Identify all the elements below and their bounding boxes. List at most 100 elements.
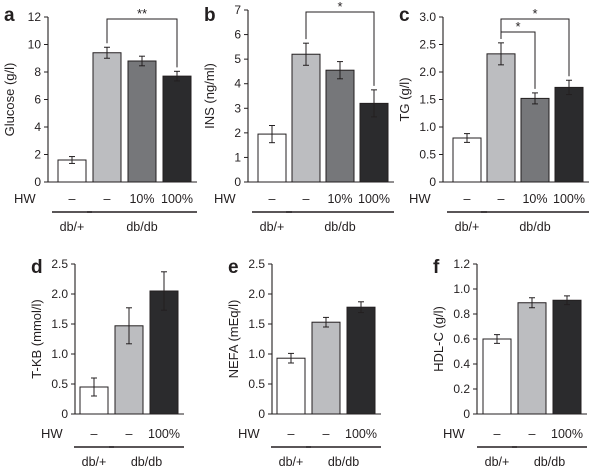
dose-label: – [464, 192, 471, 206]
y-tick-label: 12 [28, 10, 42, 24]
group-label: db/+ [60, 220, 85, 234]
y-axis-label: HDL-C (g/l) [431, 306, 446, 372]
dose-label: 100% [345, 427, 377, 441]
y-tick-label: 0 [429, 175, 436, 189]
y-tick-label: 1.0 [248, 347, 265, 361]
panel-letter: d [31, 257, 43, 278]
y-tick-label: 0 [234, 175, 241, 189]
y-tick-label: 0.5 [419, 148, 436, 162]
y-tick-label: 1.0 [419, 120, 436, 134]
group-label: db/+ [82, 455, 107, 469]
dose-label: 10% [129, 192, 154, 206]
bar [482, 338, 512, 415]
bar [276, 357, 306, 415]
y-axis-label: T-KB (mmol/l) [29, 299, 44, 378]
dose-label: 100% [358, 192, 390, 206]
dose-label: – [69, 192, 76, 206]
bar [92, 52, 122, 183]
bar [554, 86, 584, 183]
bar [149, 290, 179, 415]
y-tick-label: 10 [28, 38, 42, 52]
bar [162, 75, 192, 183]
y-tick-label: 3.0 [419, 10, 436, 24]
y-axis-label: INS (ng/ml) [202, 63, 217, 129]
bar [520, 97, 550, 183]
group-label: db/+ [279, 455, 304, 469]
y-tick-label: 0 [258, 407, 265, 421]
panel-letter: b [204, 5, 216, 26]
hw-label: HW [14, 191, 36, 206]
dose-label: 100% [553, 192, 585, 206]
y-tick-label: 0.5 [248, 377, 265, 391]
dose-label: – [288, 427, 295, 441]
bar [291, 53, 321, 183]
y-tick-label: 6 [234, 28, 241, 42]
group-label: db/db [519, 220, 550, 234]
panel-b: b 0 1 2 3 4 5 6 7 INS (ng/ml) HW – – 10% 100% db/+ db/db… [202, 0, 394, 234]
y-tick-label: 4 [34, 120, 41, 134]
dose-label: – [91, 427, 98, 441]
hw-label: HW [409, 191, 431, 206]
y-tick-label: 3 [234, 101, 241, 115]
dose-label: – [303, 192, 310, 206]
y-tick-label: 1.2 [453, 257, 470, 271]
y-tick-label: 7 [234, 3, 241, 17]
bar [486, 53, 516, 183]
group-label: db/db [324, 220, 355, 234]
y-tick-label: 4 [234, 77, 241, 91]
bar [127, 60, 157, 183]
panel-e: e 0 0.5 1.0 1.5 2.0 2.5 NEFA (mEq/l) HW – – 100% db/… [226, 257, 381, 469]
dose-label: – [529, 427, 536, 441]
bar [346, 306, 376, 415]
hw-label: HW [214, 191, 236, 206]
y-tick-label: 1.0 [453, 282, 470, 296]
significance-label: * [515, 19, 520, 34]
y-axis-label: NEFA (mEq/l) [226, 300, 241, 379]
dose-label: – [498, 192, 505, 206]
dose-label: 100% [161, 192, 193, 206]
dose-label: 100% [148, 427, 180, 441]
bar [517, 302, 547, 415]
y-tick-label: 2.5 [51, 257, 68, 271]
panel-f: f 0 0.2 0.4 0.6 0.8 1.0 1.2 HDL-C (g/l) HW – – 100% d… [431, 257, 587, 469]
bar [311, 321, 341, 415]
panel-letter: a [4, 5, 15, 26]
dose-label: 10% [327, 192, 352, 206]
y-tick-label: 2 [234, 126, 241, 140]
y-tick-label: 2 [34, 148, 41, 162]
group-label: db/+ [260, 220, 285, 234]
panel-letter: e [228, 257, 239, 278]
y-tick-label: 0 [463, 407, 470, 421]
y-tick-label: 0.8 [453, 307, 470, 321]
y-tick-label: 6 [34, 93, 41, 107]
group-label: db/+ [485, 455, 510, 469]
dose-label: – [494, 427, 501, 441]
y-tick-label: 1.5 [51, 317, 68, 331]
hw-label: HW [238, 426, 260, 441]
y-tick-label: 0.4 [453, 357, 470, 371]
group-label: db/db [534, 455, 565, 469]
group-label: db/+ [455, 220, 480, 234]
bar [325, 69, 355, 183]
y-tick-label: 2.5 [419, 38, 436, 52]
dose-label: – [104, 192, 111, 206]
y-tick-label: 1 [234, 150, 241, 164]
bar [452, 137, 482, 183]
y-tick-label: 0.6 [453, 332, 470, 346]
group-label: db/db [328, 455, 359, 469]
dose-label: 10% [522, 192, 547, 206]
y-tick-label: 0.2 [453, 382, 470, 396]
significance-label: * [532, 6, 537, 21]
significance-label: * [337, 0, 342, 14]
y-tick-label: 1.5 [248, 317, 265, 331]
dose-label: – [323, 427, 330, 441]
panel-letter: c [399, 5, 410, 26]
y-tick-label: 2.5 [248, 257, 265, 271]
hw-label: HW [443, 426, 465, 441]
group-label: db/db [126, 220, 157, 234]
y-axis-label: TG (g/l) [397, 77, 412, 121]
panel-a: a 0 2 4 6 8 10 12 Glucose (g/l) HW – – 10% 100% db/+ db… [2, 5, 197, 234]
y-tick-label: 8 [34, 65, 41, 79]
panel-d: d 0 0.5 1.0 1.5 2.0 2.5 T-KB (mmol/l) HW – – 100% db… [29, 257, 184, 469]
